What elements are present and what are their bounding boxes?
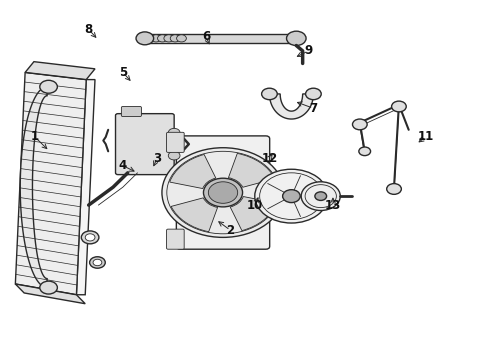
Circle shape	[164, 35, 173, 42]
Polygon shape	[270, 94, 314, 119]
Text: 1: 1	[31, 130, 39, 144]
Polygon shape	[76, 80, 95, 295]
Circle shape	[145, 35, 155, 42]
Text: 2: 2	[226, 224, 234, 237]
Bar	[147, 34, 294, 42]
Text: 4: 4	[119, 159, 127, 172]
Circle shape	[170, 35, 180, 42]
Circle shape	[306, 88, 321, 100]
Circle shape	[162, 148, 284, 237]
Circle shape	[151, 35, 161, 42]
Text: 8: 8	[84, 23, 93, 36]
Text: 3: 3	[153, 152, 161, 165]
Polygon shape	[20, 87, 47, 288]
Circle shape	[81, 231, 99, 244]
Wedge shape	[171, 198, 218, 232]
Circle shape	[40, 281, 57, 294]
Circle shape	[387, 184, 401, 194]
Circle shape	[176, 35, 186, 42]
FancyBboxPatch shape	[167, 132, 184, 152]
FancyBboxPatch shape	[116, 114, 174, 175]
Circle shape	[392, 101, 406, 112]
Circle shape	[287, 31, 306, 45]
Polygon shape	[25, 62, 95, 80]
Circle shape	[40, 80, 57, 93]
Polygon shape	[15, 72, 86, 295]
Circle shape	[168, 151, 180, 160]
Circle shape	[136, 32, 154, 45]
Circle shape	[359, 147, 370, 156]
Circle shape	[158, 35, 167, 42]
Circle shape	[255, 169, 328, 223]
Circle shape	[208, 182, 238, 203]
Circle shape	[93, 259, 102, 266]
Circle shape	[85, 234, 95, 241]
Circle shape	[203, 178, 243, 207]
Circle shape	[315, 192, 327, 201]
Wedge shape	[170, 154, 216, 189]
Circle shape	[301, 182, 340, 211]
Text: 12: 12	[261, 152, 277, 165]
FancyBboxPatch shape	[167, 229, 184, 249]
Circle shape	[168, 129, 180, 137]
Text: 9: 9	[304, 44, 313, 57]
Text: 13: 13	[325, 199, 341, 212]
Wedge shape	[228, 153, 275, 187]
Text: 10: 10	[246, 199, 263, 212]
FancyBboxPatch shape	[176, 136, 270, 249]
Circle shape	[262, 88, 277, 100]
Text: 5: 5	[119, 66, 127, 79]
Polygon shape	[15, 284, 85, 304]
FancyBboxPatch shape	[122, 107, 142, 117]
Circle shape	[283, 190, 300, 203]
Circle shape	[352, 119, 367, 130]
Text: 7: 7	[309, 102, 318, 115]
Circle shape	[90, 257, 105, 268]
Wedge shape	[230, 197, 276, 231]
Text: 11: 11	[417, 130, 434, 144]
Text: 6: 6	[202, 30, 210, 43]
